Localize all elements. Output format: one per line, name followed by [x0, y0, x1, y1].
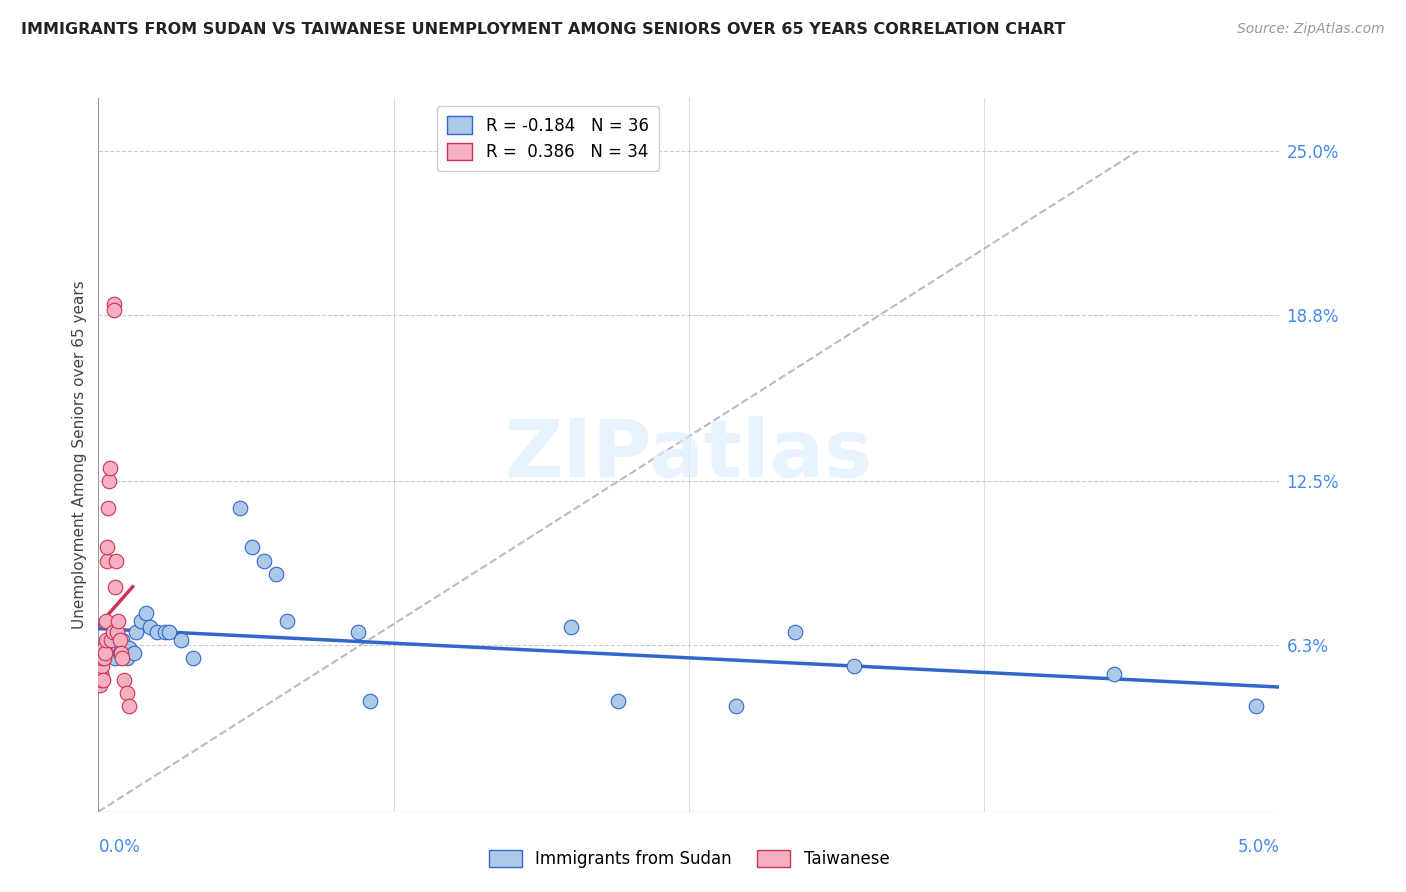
Point [105, 554, 128, 568]
Point [607, 694, 630, 708]
Point [112, 646, 135, 660]
Point [104, 651, 127, 665]
Text: 5.0%: 5.0% [1237, 838, 1279, 856]
Text: ZIPatlas: ZIPatlas [505, 416, 873, 494]
Point [100, 632, 122, 647]
Point [91, 651, 114, 665]
Point [111, 651, 134, 665]
Point [98, 475, 121, 489]
Point [91, 659, 114, 673]
Point [91, 673, 114, 687]
Point [97, 500, 120, 515]
Point [90, 659, 112, 673]
Point [785, 625, 807, 640]
Point [118, 698, 141, 713]
Point [135, 607, 157, 621]
Point [91, 646, 114, 660]
Point [90, 667, 112, 681]
Point [170, 632, 193, 647]
Point [229, 500, 252, 515]
Point [125, 625, 148, 640]
Point [153, 625, 176, 640]
Point [103, 297, 125, 311]
Point [89, 678, 111, 692]
Point [129, 615, 152, 629]
Point [122, 646, 145, 660]
Point [276, 615, 298, 629]
Point [146, 625, 169, 640]
Point [101, 632, 124, 647]
Y-axis label: Unemployment Among Seniors over 65 years: Unemployment Among Seniors over 65 years [72, 281, 87, 629]
Point [104, 580, 127, 594]
Point [96, 554, 118, 568]
Text: IMMIGRANTS FROM SUDAN VS TAIWANESE UNEMPLOYMENT AMONG SENIORS OVER 65 YEARS CORR: IMMIGRANTS FROM SUDAN VS TAIWANESE UNEMP… [21, 22, 1066, 37]
Point [98, 461, 121, 475]
Point [115, 651, 138, 665]
Text: 0.0%: 0.0% [98, 838, 141, 856]
Legend: Immigrants from Sudan, Taiwanese: Immigrants from Sudan, Taiwanese [482, 843, 896, 875]
Point [108, 646, 131, 660]
Point [90, 673, 112, 687]
Point [97, 638, 120, 652]
Point [1102, 667, 1125, 681]
Point [112, 673, 135, 687]
Point [359, 694, 381, 708]
Point [89, 673, 111, 687]
Point [105, 638, 128, 652]
Text: Source: ZipAtlas.com: Source: ZipAtlas.com [1237, 22, 1385, 37]
Point [94, 646, 117, 660]
Point [264, 566, 287, 581]
Point [94, 632, 117, 647]
Point [725, 698, 748, 713]
Point [94, 615, 117, 629]
Point [560, 620, 582, 634]
Point [96, 541, 118, 555]
Point [347, 625, 370, 640]
Point [110, 646, 132, 660]
Point [107, 615, 129, 629]
Point [90, 667, 112, 681]
Point [91, 651, 114, 665]
Point [240, 541, 263, 555]
Point [118, 640, 141, 655]
Point [1244, 698, 1267, 713]
Point [157, 625, 180, 640]
Point [253, 554, 276, 568]
Point [101, 625, 124, 640]
Point [139, 620, 162, 634]
Point [844, 659, 866, 673]
Point [93, 640, 115, 655]
Point [98, 646, 121, 660]
Point [111, 632, 134, 647]
Point [108, 632, 131, 647]
Point [115, 686, 138, 700]
Point [103, 302, 125, 317]
Point [93, 651, 115, 665]
Point [105, 625, 128, 640]
Point [94, 640, 117, 655]
Point [181, 651, 204, 665]
